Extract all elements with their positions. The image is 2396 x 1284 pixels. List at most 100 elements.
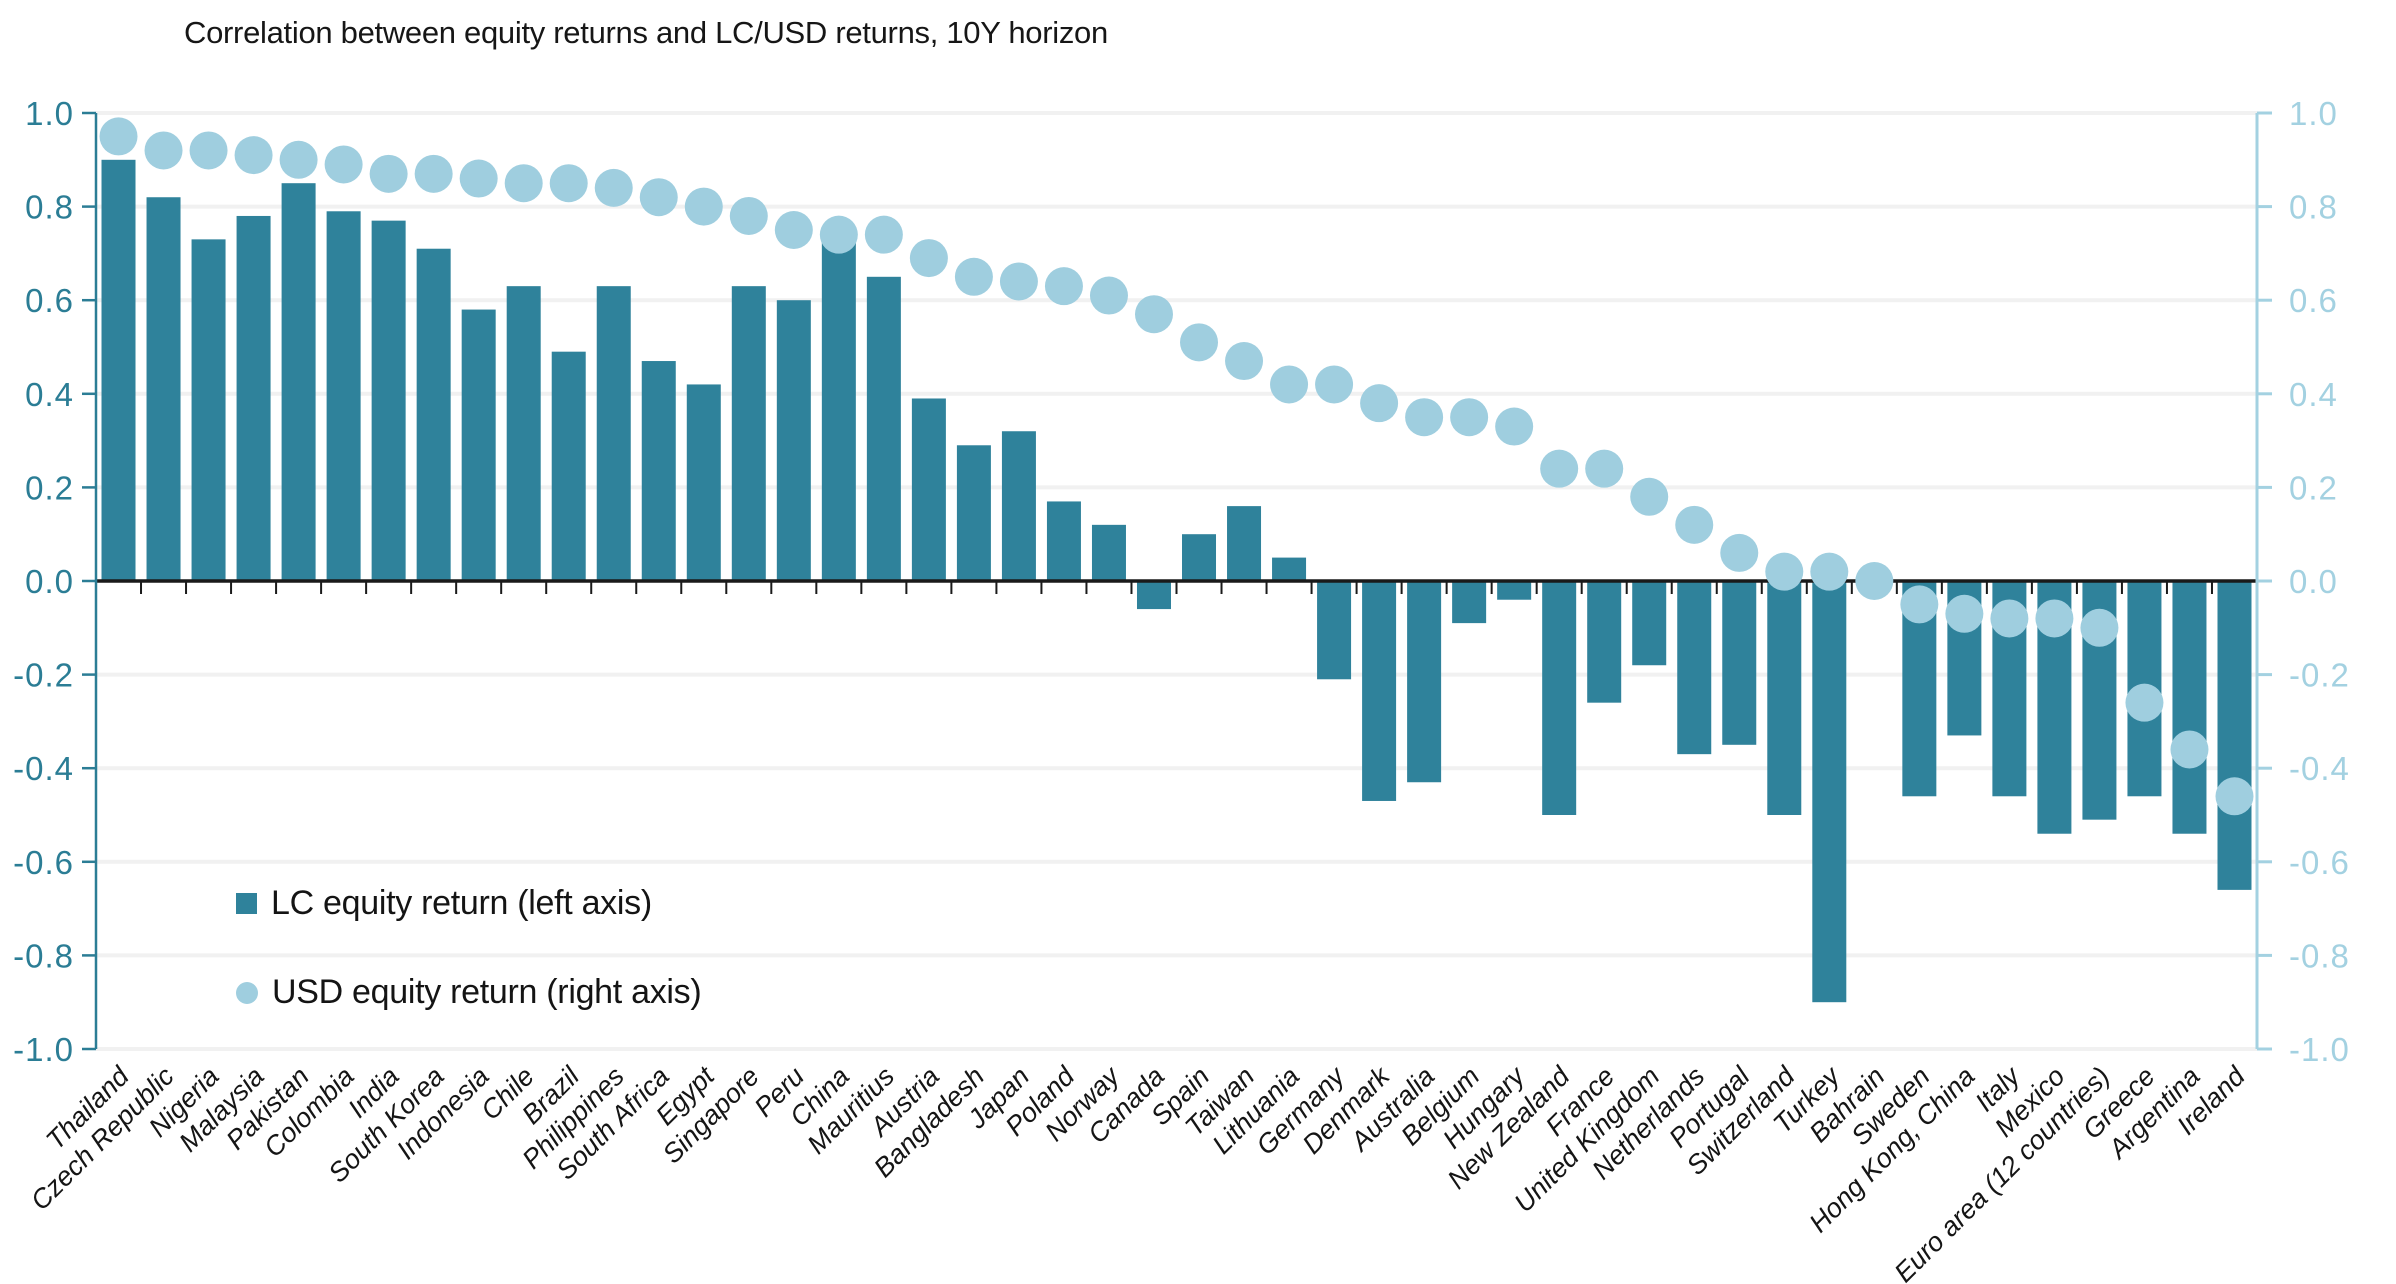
bar-New Zealand — [1542, 581, 1577, 815]
right-axis-label-0.0: 0.0 — [2289, 563, 2338, 600]
bar-Canada — [1136, 581, 1171, 610]
dot-Spain — [1180, 323, 1219, 362]
left-axis-label-1.0: 1.0 — [25, 95, 74, 132]
bar-Peru — [776, 300, 811, 581]
bar-Spain — [1182, 534, 1217, 581]
dot-Netherlands — [1675, 505, 1714, 544]
dot-Lithuania — [1270, 365, 1309, 404]
left-axis-label--0.2: -0.2 — [13, 657, 74, 694]
dot-Pakistan — [279, 140, 318, 179]
legend-item-usd-equity: USD equity return (right axis) — [236, 973, 702, 1012]
dot-Italy — [1990, 599, 2029, 638]
bar-Austria — [911, 398, 946, 581]
right-axis-label-0.4: 0.4 — [2289, 376, 2338, 413]
bar-Nigeria — [191, 239, 226, 582]
dot-Turkey — [1810, 552, 1849, 591]
chart-legend: LC equity return (left axis) USD equity … — [236, 884, 702, 1012]
dot-Canada — [1134, 295, 1173, 334]
left-axis-label--1.0: -1.0 — [13, 1031, 74, 1068]
right-axis-label-0.6: 0.6 — [2289, 282, 2338, 319]
dot-series-marker-icon — [236, 981, 258, 1004]
bar-Indonesia — [461, 309, 496, 581]
dot-Austria — [909, 239, 948, 278]
bar-Czech Republic — [146, 197, 181, 582]
chart-title: Correlation between equity returns and L… — [184, 15, 1108, 50]
left-axis-label-0.8: 0.8 — [25, 189, 74, 226]
dot-Thailand — [99, 117, 138, 156]
right-axis-label--1.0: -1.0 — [2289, 1031, 2350, 1068]
bar-Taiwan — [1227, 506, 1262, 581]
right-axis-label--0.8: -0.8 — [2289, 937, 2350, 974]
bar-Lithuania — [1272, 557, 1307, 581]
left-axis-label-0.2: 0.2 — [25, 469, 74, 506]
dot-Colombia — [324, 145, 363, 184]
dot-South Africa — [639, 178, 678, 217]
dot-Czech Republic — [144, 131, 183, 170]
dot-United Kingdom — [1630, 477, 1669, 516]
bar-United Kingdom — [1632, 581, 1667, 666]
right-axis-label-1.0: 1.0 — [2289, 95, 2338, 132]
bar-Norway — [1091, 524, 1126, 581]
dot-Peru — [774, 211, 813, 249]
dot-South Korea — [414, 154, 453, 193]
dot-Mexico — [2035, 599, 2074, 638]
bar-Argentina — [2172, 581, 2207, 834]
dot-Egypt — [684, 187, 723, 226]
dot-Singapore — [729, 196, 768, 235]
bar-Portugal — [1722, 581, 1757, 745]
dot-Bahrain — [1855, 562, 1894, 600]
left-axis-label-0.0: 0.0 — [25, 563, 74, 600]
dot-Bangladesh — [954, 257, 993, 296]
bar-Malaysia — [236, 215, 271, 581]
dot-Indonesia — [459, 159, 498, 198]
bar-Thailand — [101, 159, 136, 582]
bar-Germany — [1317, 581, 1352, 680]
left-axis-label-0.4: 0.4 — [25, 376, 74, 413]
left-axis-label-0.6: 0.6 — [25, 282, 74, 319]
bar-Colombia — [326, 211, 361, 581]
dot-Malaysia — [234, 136, 273, 175]
bar-Hungary — [1497, 581, 1532, 600]
dot-Norway — [1089, 276, 1128, 315]
legend-label-lc-equity: LC equity return (left axis) — [271, 884, 652, 922]
bar-Netherlands — [1677, 581, 1712, 755]
right-axis-label--0.6: -0.6 — [2289, 844, 2350, 881]
right-axis-label--0.4: -0.4 — [2289, 750, 2350, 787]
bar-France — [1587, 581, 1622, 703]
right-axis-label--0.2: -0.2 — [2289, 657, 2350, 694]
dot-Euro area (12 countries) — [2080, 608, 2119, 647]
right-axis-label-0.2: 0.2 — [2289, 469, 2338, 506]
dot-Ireland — [2215, 777, 2254, 816]
bar-Pakistan — [281, 183, 316, 581]
left-axis-label--0.8: -0.8 — [13, 937, 74, 974]
bar-South Korea — [416, 248, 451, 581]
dot-Germany — [1315, 365, 1354, 404]
dot-Nigeria — [189, 131, 228, 170]
right-axis-label-0.8: 0.8 — [2289, 189, 2338, 226]
bar-Ireland — [2217, 581, 2252, 890]
dot-France — [1585, 449, 1624, 488]
legend-label-usd-equity: USD equity return (right axis) — [272, 973, 702, 1011]
dot-Portugal — [1720, 533, 1759, 572]
bar-Chile — [506, 286, 541, 581]
dot-Denmark — [1360, 384, 1399, 423]
bar-Switzerland — [1767, 581, 1802, 815]
dot-Belgium — [1450, 398, 1489, 437]
bar-Singapore — [731, 286, 766, 581]
bar-Denmark — [1362, 581, 1397, 801]
bar-Mauritius — [866, 276, 901, 581]
dot-Sweden — [1900, 585, 1939, 624]
bar-series-marker-icon — [236, 893, 257, 914]
bar-Japan — [1001, 431, 1036, 581]
bar-Turkey — [1812, 581, 1847, 1003]
bar-Poland — [1046, 501, 1081, 581]
dot-China — [819, 215, 858, 254]
bar-India — [371, 220, 406, 581]
dot-Poland — [1044, 267, 1083, 306]
dot-Greece — [2125, 683, 2164, 722]
bar-Egypt — [686, 384, 721, 581]
dot-Hong Kong, China — [1945, 594, 1984, 633]
dot-Argentina — [2170, 730, 2209, 769]
